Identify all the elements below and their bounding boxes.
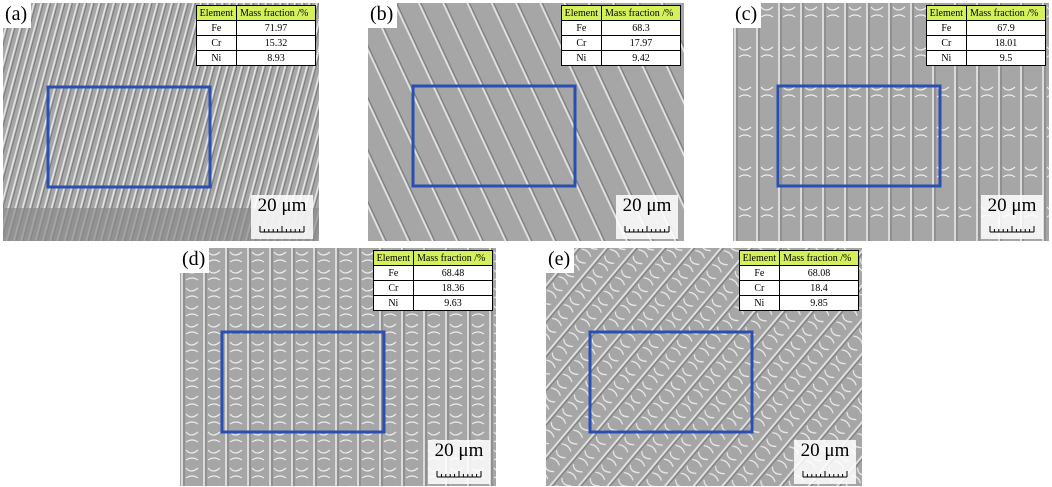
cell: 71.97 bbox=[237, 21, 316, 36]
header-cell: Element bbox=[926, 6, 966, 21]
cell: Fe bbox=[926, 21, 966, 36]
cell: Fe bbox=[196, 21, 236, 36]
scale-ruler bbox=[436, 470, 482, 478]
cell: Ni bbox=[561, 51, 601, 66]
cell: Ni bbox=[196, 51, 236, 66]
cell: Ni bbox=[926, 51, 966, 66]
cell: Cr bbox=[373, 281, 413, 296]
cell: Fe bbox=[561, 21, 601, 36]
cell: 68.08 bbox=[780, 266, 859, 281]
cell: 18.4 bbox=[780, 281, 859, 296]
panel-label: (a) bbox=[3, 3, 31, 28]
panel-label: (b) bbox=[368, 3, 397, 28]
header-cell: Element bbox=[373, 251, 413, 266]
header-cell: Mass fraction /% bbox=[414, 251, 493, 266]
scale-text: 20 μm bbox=[251, 195, 313, 217]
panel-label: (d) bbox=[180, 248, 209, 273]
scale-bar: 20 μm bbox=[794, 440, 856, 484]
cell: Ni bbox=[373, 296, 413, 311]
scale-text: 20 μm bbox=[981, 195, 1043, 217]
header-cell: Element bbox=[196, 6, 236, 21]
cell: 68.3 bbox=[602, 21, 681, 36]
cell: 15.32 bbox=[237, 36, 316, 51]
cell: Cr bbox=[196, 36, 236, 51]
cell: 9.42 bbox=[602, 51, 681, 66]
scale-bar: 20 μm bbox=[981, 195, 1043, 239]
cell: 9.5 bbox=[967, 51, 1046, 66]
cell: 18.36 bbox=[414, 281, 493, 296]
scale-bar: 20 μm bbox=[428, 440, 490, 484]
cell: 18.01 bbox=[967, 36, 1046, 51]
cell: 17.97 bbox=[602, 36, 681, 51]
cell: Fe bbox=[739, 266, 779, 281]
header-cell: Element bbox=[561, 6, 601, 21]
scale-ruler bbox=[624, 225, 670, 233]
header-cell: Mass fraction /% bbox=[780, 251, 859, 266]
scale-text: 20 μm bbox=[428, 440, 490, 462]
scale-text: 20 μm bbox=[616, 195, 678, 217]
cell: Cr bbox=[926, 36, 966, 51]
cell: Cr bbox=[561, 36, 601, 51]
header-cell: Mass fraction /% bbox=[602, 6, 681, 21]
cell: 9.63 bbox=[414, 296, 493, 311]
cell: Fe bbox=[373, 266, 413, 281]
header-cell: Element bbox=[739, 251, 779, 266]
header-cell: Mass fraction /% bbox=[967, 6, 1046, 21]
cell: Cr bbox=[739, 281, 779, 296]
scale-bar: 20 μm bbox=[251, 195, 313, 239]
figure: (a)ElementMass fraction /%Fe71.97Cr15.32… bbox=[0, 0, 1052, 487]
cell: 9.85 bbox=[780, 296, 859, 311]
scale-ruler bbox=[989, 225, 1035, 233]
cell: 68.48 bbox=[414, 266, 493, 281]
panel-label: (c) bbox=[733, 3, 761, 28]
panel-label: (e) bbox=[546, 248, 574, 273]
scale-ruler bbox=[259, 225, 305, 233]
header-cell: Mass fraction /% bbox=[237, 6, 316, 21]
scale-text: 20 μm bbox=[794, 440, 856, 462]
cell: 67.9 bbox=[967, 21, 1046, 36]
scale-bar: 20 μm bbox=[616, 195, 678, 239]
scale-ruler bbox=[802, 470, 848, 478]
cell: 8.93 bbox=[237, 51, 316, 66]
cell: Ni bbox=[739, 296, 779, 311]
